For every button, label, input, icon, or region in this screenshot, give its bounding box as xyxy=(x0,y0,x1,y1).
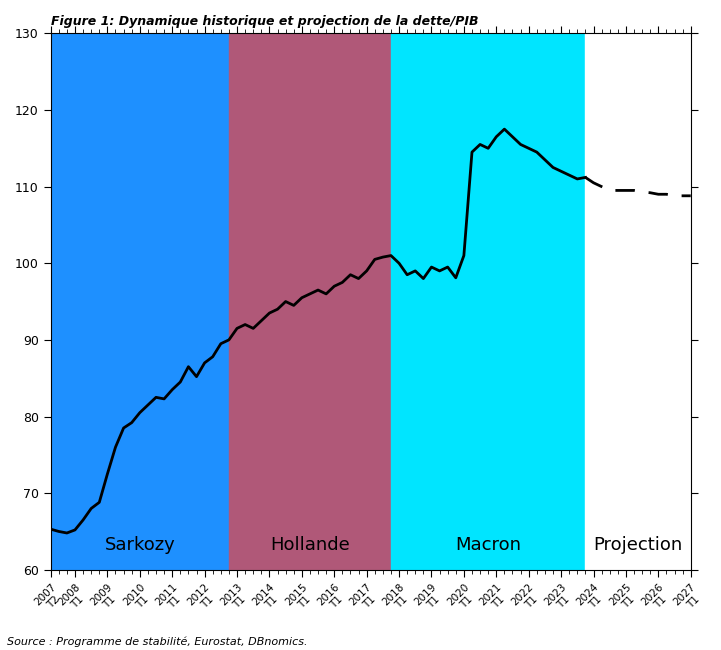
Text: Source : Programme de stabilité, Eurostat, DBnomics.: Source : Programme de stabilité, Eurosta… xyxy=(7,636,308,647)
Text: Hollande: Hollande xyxy=(270,536,350,554)
Bar xyxy=(585,33,691,570)
Text: Macron: Macron xyxy=(455,536,521,554)
Text: Figure 1: Dynamique historique et projection de la dette/PIB: Figure 1: Dynamique historique et projec… xyxy=(50,15,478,28)
Bar xyxy=(50,33,229,570)
Text: Sarkozy: Sarkozy xyxy=(105,536,175,554)
Bar xyxy=(391,33,585,570)
Text: Projection: Projection xyxy=(593,536,683,554)
Bar xyxy=(229,33,391,570)
